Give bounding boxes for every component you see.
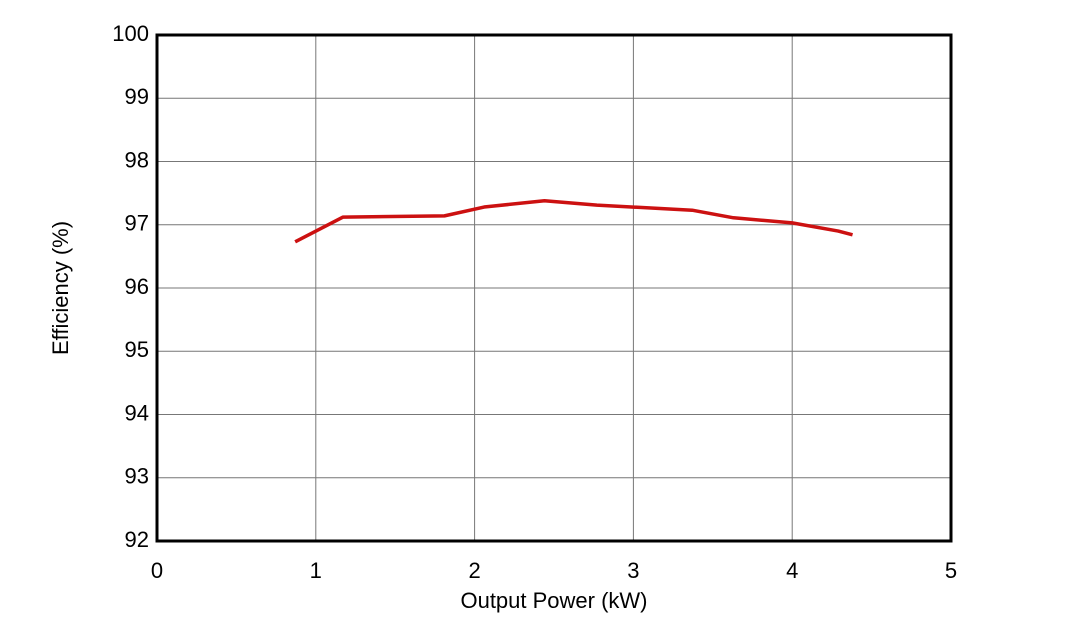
y-tick-label: 97: [125, 211, 149, 236]
x-tick-label: 2: [468, 558, 480, 583]
y-tick-label: 96: [125, 274, 149, 299]
x-tick-label: 1: [310, 558, 322, 583]
y-axis-title: Efficiency (%): [48, 221, 73, 355]
y-tick-label: 92: [125, 527, 149, 552]
plot-border: [155, 33, 953, 543]
y-tick-label: 98: [125, 147, 149, 172]
x-tick-label: 5: [945, 558, 957, 583]
y-tick-label: 99: [125, 84, 149, 109]
y-tick-label: 94: [125, 400, 149, 425]
x-tick-label: 3: [627, 558, 639, 583]
data-line: [294, 198, 853, 244]
y-tick-label: 100: [112, 21, 149, 46]
x-tick-label: 4: [786, 558, 798, 583]
x-axis-title: Output Power (kW): [460, 588, 647, 613]
y-tick-label: 95: [125, 337, 149, 362]
x-tick-label: 0: [151, 558, 163, 583]
y-tick-label: 93: [125, 464, 149, 489]
